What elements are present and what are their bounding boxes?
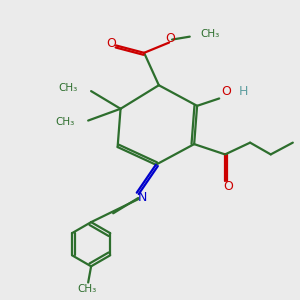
Text: CH₃: CH₃ (56, 117, 75, 127)
Text: O: O (106, 38, 116, 50)
Text: O: O (166, 32, 176, 46)
Text: N: N (137, 191, 147, 205)
Text: CH₃: CH₃ (58, 82, 78, 93)
Text: H: H (239, 85, 248, 98)
Text: O: O (222, 85, 232, 98)
Text: CH₃: CH₃ (200, 29, 219, 39)
Text: CH₃: CH₃ (77, 284, 96, 294)
Text: O: O (223, 180, 233, 193)
